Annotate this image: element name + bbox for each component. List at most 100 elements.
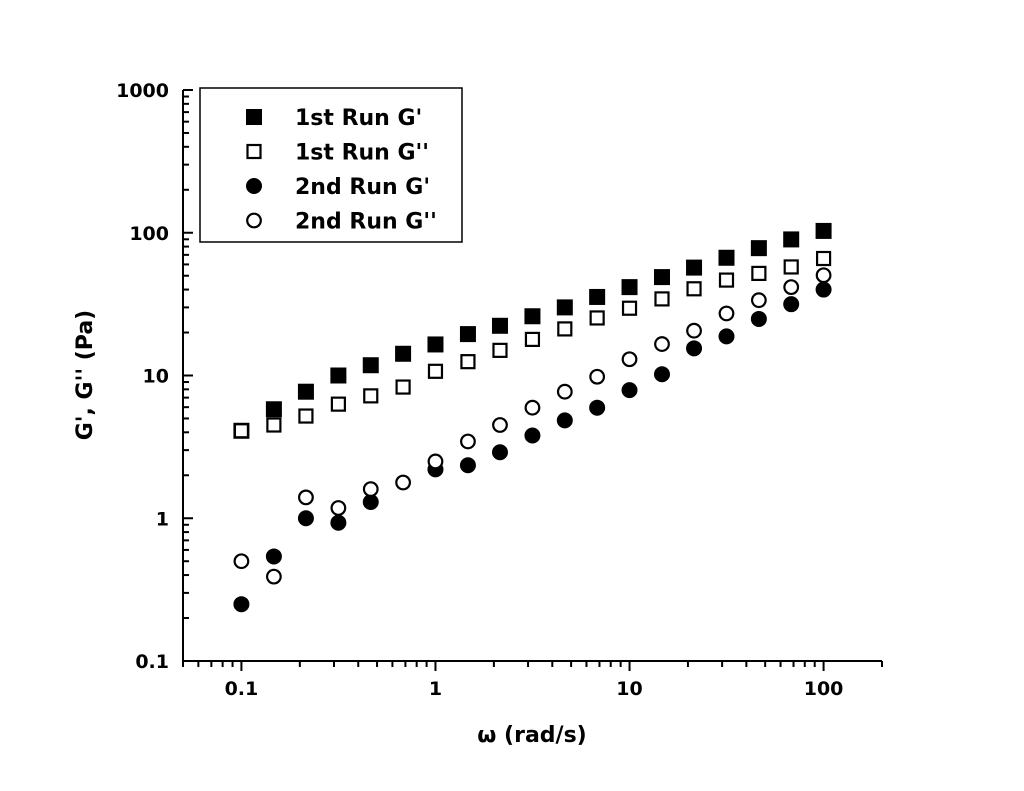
data-point	[751, 265, 767, 282]
data-point	[427, 363, 444, 379]
data-point	[362, 481, 379, 498]
legend-marker	[246, 109, 262, 125]
data-point	[330, 396, 346, 412]
data-point	[718, 272, 735, 288]
data-point	[815, 250, 832, 267]
data-point	[589, 288, 606, 305]
legend-label: 2nd Run G'	[295, 175, 430, 200]
data-point	[265, 548, 282, 565]
data-point	[750, 292, 767, 309]
data-point	[556, 299, 573, 316]
y-tick-label: 1000	[116, 80, 169, 102]
data-point	[654, 336, 670, 352]
data-point	[330, 367, 347, 384]
data-point	[718, 328, 735, 345]
data-point	[524, 308, 541, 325]
data-point	[363, 388, 379, 404]
data-point	[621, 279, 638, 296]
data-point	[395, 474, 411, 491]
series-4	[233, 267, 832, 585]
data-point	[266, 417, 282, 433]
legend-marker	[246, 212, 262, 229]
data-point	[459, 326, 476, 343]
data-point	[556, 412, 573, 429]
data-point	[265, 568, 282, 585]
x-tick-label: 100	[804, 678, 844, 700]
data-point	[686, 322, 702, 339]
data-point	[330, 514, 347, 531]
data-point	[459, 457, 476, 474]
x-tick-label: 1	[429, 678, 442, 700]
data-point	[783, 279, 800, 296]
data-point	[653, 366, 670, 383]
data-point	[621, 351, 638, 368]
data-point	[654, 291, 670, 307]
data-point	[395, 379, 411, 395]
data-point	[589, 399, 606, 416]
data-point	[718, 249, 735, 266]
data-point	[621, 382, 638, 399]
y-tick-label: 100	[129, 223, 169, 245]
data-point	[621, 300, 638, 316]
data-point	[718, 305, 735, 322]
data-point	[653, 269, 670, 286]
data-point	[395, 345, 412, 362]
x-tick-label: 0.1	[225, 678, 259, 700]
data-point	[233, 553, 250, 570]
legend-label: 1st Run G''	[295, 141, 429, 166]
data-point	[686, 259, 703, 276]
data-point	[783, 259, 799, 275]
data-point	[330, 500, 347, 516]
y-tick-label: 10	[143, 366, 169, 388]
data-point	[460, 354, 476, 370]
data-point	[524, 399, 541, 416]
data-point	[557, 321, 573, 337]
data-point	[686, 281, 702, 297]
data-point	[233, 423, 250, 439]
data-point	[362, 357, 379, 374]
x-tick-label: 10	[616, 678, 642, 700]
data-point	[460, 433, 476, 450]
data-point	[524, 331, 541, 348]
legend-box	[199, 87, 463, 243]
data-point	[783, 296, 800, 313]
data-point	[589, 368, 606, 385]
y-axis-title: G', G'' (Pa)	[73, 310, 98, 441]
data-point	[492, 342, 508, 358]
data-point	[427, 336, 444, 353]
legend-label: 2nd Run G''	[295, 210, 437, 235]
data-point	[298, 489, 314, 506]
data-point	[815, 281, 832, 298]
data-point	[750, 310, 767, 327]
y-tick-label: 0.1	[135, 651, 169, 673]
data-point	[783, 231, 800, 248]
legend: 1st Run G' 1st Run G'' 2nd Run G' 2nd Run G…	[199, 87, 463, 243]
y-tick-label: 1	[156, 508, 169, 530]
data-point	[297, 383, 314, 400]
data-point	[265, 401, 282, 418]
data-point	[524, 427, 541, 444]
x-axis-title: ω (rad/s)	[477, 723, 586, 748]
data-point	[686, 340, 703, 357]
series-3	[233, 281, 832, 613]
data-point	[492, 417, 508, 433]
x-axis-ticks: 0.1 1 10 100	[182, 661, 883, 700]
data-point	[491, 444, 508, 461]
data-point	[589, 310, 605, 326]
legend-marker	[246, 143, 262, 160]
data-point	[815, 267, 832, 284]
legend-marker	[246, 178, 262, 194]
data-point	[297, 510, 314, 527]
data-point	[298, 408, 314, 424]
data-point	[750, 240, 767, 257]
data-point	[815, 222, 832, 239]
y-axis-ticks: 0.1 1 10 100 1000	[116, 80, 193, 673]
data-point	[427, 453, 444, 470]
legend-label: 1st Run G'	[295, 106, 422, 131]
data-point	[233, 596, 250, 613]
data-point	[491, 317, 508, 334]
series-2	[233, 250, 832, 439]
data-point	[556, 383, 573, 400]
series-layer	[233, 222, 832, 613]
